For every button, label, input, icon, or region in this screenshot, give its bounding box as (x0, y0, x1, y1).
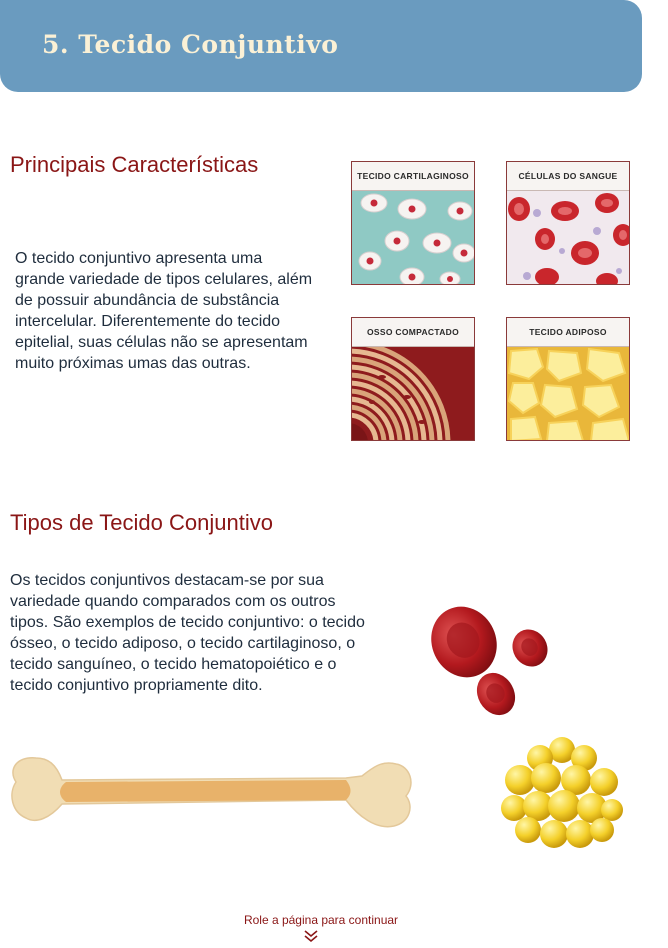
cartilage-illustration (352, 191, 474, 284)
scroll-hint: Role a página para continuar (243, 913, 399, 927)
tile-cartilage: TECIDO CARTILAGINOSO (351, 161, 475, 285)
fat-cells-illustration (501, 737, 623, 848)
blood-cells-illustration (507, 191, 629, 284)
section-title-types: Tipos de Tecido Conjuntivo (10, 510, 273, 535)
tile-adipose: TECIDO ADIPOSO (506, 317, 630, 441)
long-bone-illustration (11, 757, 412, 828)
page-title: 5. Tecido Conjuntivo (42, 30, 339, 59)
double-chevron-down-icon[interactable] (303, 929, 319, 943)
section-title-characteristics: Principais Características (10, 152, 259, 177)
tile-label-cartilage: TECIDO CARTILAGINOSO (352, 162, 474, 191)
types-paragraph: Os tecidos conjuntivos destacam-se por s… (10, 572, 365, 694)
adipose-illustration (507, 347, 629, 440)
tile-label-blood-cells: CÉLULAS DO SANGUE (507, 162, 629, 191)
page-header: 5. Tecido Conjuntivo (0, 0, 642, 92)
tile-blood-cells: CÉLULAS DO SANGUE (506, 161, 630, 285)
compact-bone-illustration (352, 347, 474, 440)
tile-label-adipose: TECIDO ADIPOSO (507, 318, 629, 347)
tile-label-compact-bone: OSSO COMPACTADO (352, 318, 474, 347)
red-blood-cells-illustration (431, 606, 548, 716)
tile-compact-bone: OSSO COMPACTADO (351, 317, 475, 441)
characteristics-paragraph: O tecido conjuntivo apresenta uma grande… (15, 250, 313, 372)
